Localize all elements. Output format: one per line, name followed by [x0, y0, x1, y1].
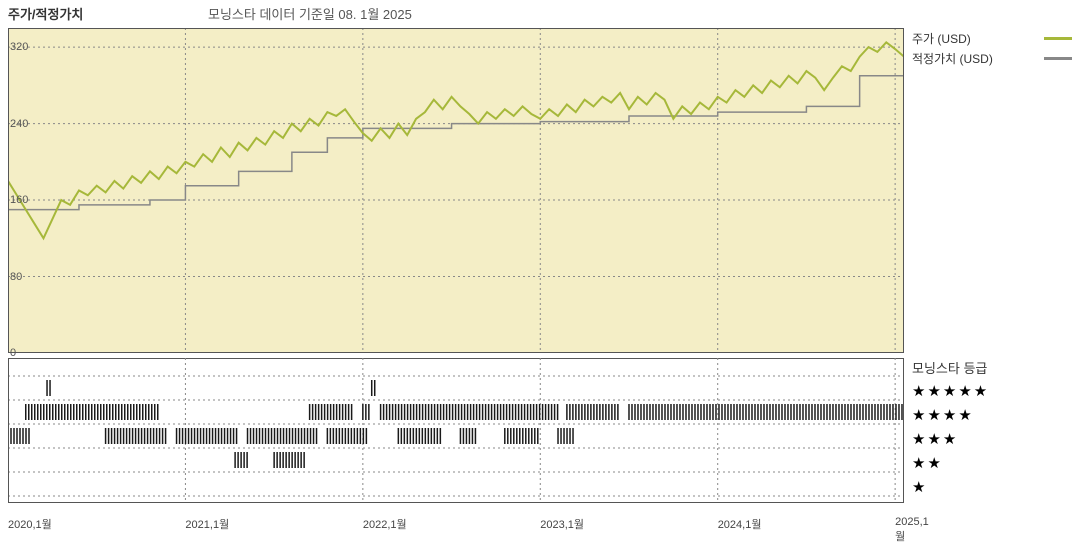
star-row: ★★: [912, 452, 1072, 476]
x-tick-label: 2024,1월: [718, 516, 762, 532]
x-tick-label: 2022,1월: [363, 516, 407, 532]
y-tick-label: 320: [10, 41, 28, 53]
chart-subtitle: 모닝스타 데이터 기준일 08. 1월 2025: [208, 4, 412, 23]
legend-item-price: 주가 (USD): [912, 28, 1072, 48]
legend-swatch-fairvalue: [1044, 57, 1072, 60]
x-tick-label: 2020,1월: [8, 516, 52, 532]
y-tick-label: 80: [10, 271, 22, 283]
rating-legend: 모닝스타 등급 ★★★★★★★★★★★★★★★: [912, 358, 1072, 500]
price-fairvalue-chart: 080160240320: [8, 28, 904, 353]
y-tick-label: 240: [10, 118, 28, 130]
star-row: ★: [912, 476, 1072, 500]
rating-legend-title: 모닝스타 등급: [912, 358, 1072, 380]
legend-label-price: 주가 (USD): [912, 30, 971, 47]
rating-barcode-chart: [8, 358, 904, 503]
chart-title: 주가/적정가치: [8, 4, 83, 23]
chart-legend: 주가 (USD) 적정가치 (USD): [912, 28, 1072, 68]
star-row: ★★★★: [912, 404, 1072, 428]
star-row: ★★★: [912, 428, 1072, 452]
x-tick-label: 2023,1월: [540, 516, 584, 532]
legend-swatch-price: [1044, 37, 1072, 40]
x-tick-label: 2021,1월: [185, 516, 229, 532]
legend-label-fairvalue: 적정가치 (USD): [912, 50, 993, 67]
star-row: ★★★★★: [912, 380, 1072, 404]
x-axis: 2020,1월2021,1월2022,1월2023,1월2024,1월2025,…: [8, 516, 904, 536]
chart-header: 주가/적정가치 모닝스타 데이터 기준일 08. 1월 2025: [8, 4, 1072, 24]
legend-item-fairvalue: 적정가치 (USD): [912, 48, 1072, 68]
y-tick-label: 160: [10, 194, 28, 206]
